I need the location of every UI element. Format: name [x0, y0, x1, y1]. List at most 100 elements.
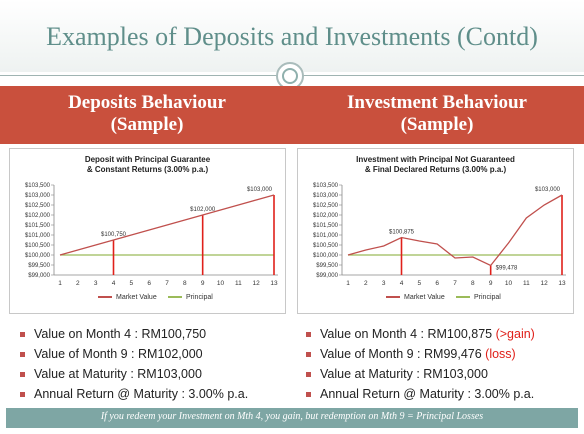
bullet-icon — [20, 332, 25, 337]
bullet-icon — [306, 372, 311, 377]
investment-heading: Investment Behaviour (Sample) — [302, 92, 572, 136]
x-tick-label: 2 — [76, 280, 80, 287]
investment-bullet-list: Value on Month 4 : RM100,875 (>gain) Val… — [300, 324, 535, 404]
bullet-icon — [306, 392, 311, 397]
deposit-chart-title-line1: Deposit with Principal Guarantee — [84, 155, 211, 164]
bullet-text: Annual Return @ Maturity : 3.00% p.a. — [34, 387, 249, 401]
y-tick-label: $99,500 — [28, 263, 50, 269]
y-tick-label: $102,000 — [313, 213, 339, 219]
list-item: Value at Maturity : RM103,000 — [300, 364, 535, 384]
x-tick-label: 11 — [235, 280, 242, 287]
x-tick-label: 13 — [558, 280, 566, 287]
y-tick-label: $101,500 — [25, 223, 51, 229]
loss-note: (loss) — [485, 347, 516, 361]
x-tick-label: 10 — [505, 280, 513, 287]
x-tick-label: 7 — [165, 280, 169, 287]
investment-heading-line1: Investment Behaviour — [347, 92, 527, 113]
y-tick-label: $100,000 — [25, 253, 51, 259]
y-tick-label: $103,000 — [313, 193, 339, 199]
y-tick-label: $99,000 — [316, 273, 338, 279]
y-tick-label: $100,500 — [25, 243, 51, 249]
y-tick-label: $101,000 — [313, 233, 339, 239]
title-band — [0, 0, 584, 72]
bullet-icon — [20, 392, 25, 397]
x-tick-label: 13 — [270, 280, 278, 287]
bullet-text: Value of Month 9 : RM99,476 — [320, 347, 486, 361]
deposits-heading: Deposits Behaviour (Sample) — [12, 92, 282, 136]
y-tick-label: $102,500 — [313, 203, 339, 209]
x-tick-label: 5 — [418, 280, 422, 287]
x-tick-label: 5 — [130, 280, 134, 287]
y-tick-label: $103,500 — [313, 183, 339, 189]
legend-item-principal: Principal — [456, 294, 501, 301]
x-tick-label: 8 — [471, 280, 475, 287]
data-label: $102,000 — [190, 207, 216, 213]
x-tick-label: 12 — [253, 280, 261, 287]
y-tick-label: $103,000 — [25, 193, 51, 199]
bullet-text: Value at Maturity : RM103,000 — [34, 367, 202, 381]
data-label: $100,875 — [389, 230, 415, 236]
deposit-chart-plot: $99,000 $99,500 $100,000 $100,500 $101,000 $1… — [25, 183, 278, 287]
y-tick-label: $99,000 — [28, 273, 50, 279]
x-tick-label: 12 — [541, 280, 549, 287]
deposit-chart: Deposit with Principal Guarantee & Const… — [9, 148, 286, 314]
legend-label: Principal — [186, 294, 213, 301]
investment-chart-plot: $99,000 $99,500 $100,000 $100,500 $101,000 $1… — [313, 183, 566, 287]
list-item: Value at Maturity : RM103,000 — [14, 364, 248, 384]
x-tick-label: 6 — [147, 280, 151, 287]
investment-chart-title-line1: Investment with Principal Not Guaranteed — [356, 155, 515, 164]
y-tick-label: $101,000 — [25, 233, 51, 239]
investment-heading-line2: (Sample) — [400, 114, 474, 135]
footer-note: If you redeem your Investment on Mth 4, … — [100, 411, 484, 422]
legend-item-principal: Principal — [168, 294, 213, 301]
list-item: Annual Return @ Maturity : 3.00% p.a. — [14, 384, 248, 404]
y-tick-label: $99,500 — [316, 263, 338, 269]
y-tick-label: $102,000 — [25, 213, 51, 219]
legend-label: Market Value — [404, 294, 445, 301]
x-tick-label: 3 — [382, 280, 386, 287]
y-tick-label: $100,000 — [313, 253, 339, 259]
investment-chart-title: Investment with Principal Not Guaranteed… — [298, 155, 573, 175]
investment-chart: Investment with Principal Not Guaranteed… — [297, 148, 574, 314]
list-item: Annual Return @ Maturity : 3.00% p.a. — [300, 384, 535, 404]
heading-band — [0, 86, 584, 144]
x-tick-label: 10 — [217, 280, 225, 287]
bullet-icon — [20, 372, 25, 377]
data-label: $103,000 — [247, 187, 273, 193]
market-value-series-line — [347, 194, 563, 267]
deposit-chart-title-line2: & Constant Returns (3.00% p.a.) — [86, 165, 209, 174]
legend-label: Principal — [474, 294, 501, 301]
x-tick-label: 6 — [435, 280, 439, 287]
list-item: Value on Month 4 : RM100,875 (>gain) — [300, 324, 535, 344]
x-tick-label: 1 — [58, 280, 62, 287]
deposit-chart-title: Deposit with Principal Guarantee & Const… — [10, 155, 285, 175]
legend-item-market-value: Market Value — [98, 294, 157, 301]
data-label: $100,750 — [101, 232, 127, 238]
x-tick-label: 1 — [346, 280, 350, 287]
x-tick-label: 9 — [201, 280, 205, 287]
investment-chart-title-line2: & Final Declared Returns (3.00% p.a.) — [364, 165, 507, 174]
deposits-heading-line2: (Sample) — [110, 114, 184, 135]
bullet-icon — [20, 352, 25, 357]
x-tick-label: 4 — [112, 280, 116, 287]
x-tick-label: 7 — [453, 280, 457, 287]
bullet-text: Annual Return @ Maturity : 3.00% p.a. — [320, 387, 535, 401]
bullet-text: Value at Maturity : RM103,000 — [320, 367, 488, 381]
list-item: Value on Month 4 : RM100,750 — [14, 324, 248, 344]
gain-note: (>gain) — [495, 327, 535, 341]
bullet-text: Value of Month 9 : RM102,000 — [34, 347, 203, 361]
x-tick-label: 11 — [523, 280, 530, 287]
footer-band: If you redeem your Investment on Mth 4, … — [6, 408, 578, 428]
bullet-text: Value on Month 4 : RM100,750 — [34, 327, 207, 341]
legend-label: Market Value — [116, 294, 157, 301]
y-tick-label: $103,500 — [25, 183, 51, 189]
deposits-heading-line1: Deposits Behaviour — [68, 92, 226, 113]
y-tick-label: $100,500 — [313, 243, 339, 249]
y-tick-label: $101,500 — [313, 223, 339, 229]
data-label: $103,000 — [535, 187, 561, 193]
x-tick-label: 9 — [489, 280, 493, 287]
x-tick-label: 3 — [94, 280, 98, 287]
market-value-series-line — [59, 194, 275, 256]
bullet-icon — [306, 352, 311, 357]
